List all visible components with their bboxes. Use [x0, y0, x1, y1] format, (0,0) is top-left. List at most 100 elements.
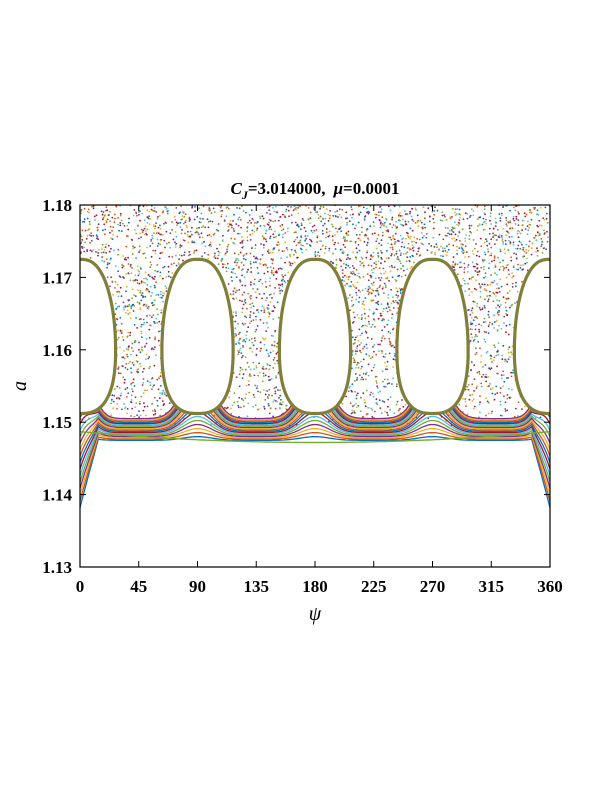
chaos-point — [386, 368, 389, 371]
chaos-point — [171, 256, 174, 258]
chaos-point — [116, 408, 118, 410]
chaos-point — [391, 216, 394, 219]
chaos-point — [252, 319, 255, 321]
chaos-point — [263, 307, 265, 309]
chaos-point — [276, 301, 279, 304]
chaos-point — [295, 208, 298, 211]
chaos-point — [134, 340, 137, 343]
chaos-point — [396, 383, 398, 386]
chaos-point — [329, 210, 331, 212]
chaos-point — [131, 407, 134, 410]
chaos-point — [482, 268, 485, 271]
chaos-point — [384, 368, 387, 371]
island-separatrix — [512, 257, 550, 416]
chaos-point — [387, 398, 389, 401]
chaos-point — [464, 240, 467, 243]
chaos-point — [266, 390, 268, 392]
chaos-point — [284, 261, 286, 264]
chaos-point — [236, 349, 239, 352]
chaos-point — [389, 332, 392, 334]
chaos-point — [485, 380, 487, 383]
chaos-point — [142, 378, 145, 380]
chaos-point — [121, 365, 124, 368]
chaos-point — [304, 235, 307, 237]
chaos-point — [356, 281, 359, 283]
chaos-point — [278, 243, 280, 246]
chaos-point — [289, 262, 292, 265]
chaos-point — [231, 226, 233, 229]
chaos-point — [399, 408, 401, 410]
chaos-point — [106, 209, 109, 212]
chaos-point — [333, 243, 336, 246]
chaos-point — [114, 287, 116, 289]
chaos-point — [136, 282, 139, 284]
chaos-point — [528, 245, 530, 248]
chaos-point — [252, 305, 255, 307]
chaos-point — [148, 336, 151, 339]
chaos-point — [521, 243, 523, 246]
chaos-point — [179, 221, 182, 224]
chaos-point — [344, 240, 346, 242]
chaos-point — [275, 386, 278, 389]
chaos-point — [229, 293, 232, 295]
chaos-point — [395, 280, 398, 282]
chaos-point — [402, 269, 405, 272]
chaos-point — [399, 292, 402, 294]
chaos-point — [146, 315, 148, 317]
chaos-point — [144, 389, 147, 392]
chaos-point — [244, 284, 247, 287]
chaos-point — [311, 225, 314, 228]
chaos-point — [357, 237, 360, 240]
chaos-point — [378, 277, 380, 279]
chaos-point — [392, 235, 394, 237]
chaos-point — [283, 250, 286, 252]
chaos-point — [503, 380, 506, 383]
chaos-point — [131, 390, 134, 393]
chaos-point — [142, 318, 145, 321]
chaos-point — [499, 261, 501, 264]
chaos-point — [156, 231, 159, 234]
chaos-point — [459, 266, 461, 269]
chaos-point — [359, 211, 362, 214]
chaos-point — [218, 252, 221, 254]
chaos-point — [93, 215, 96, 218]
chaos-point — [296, 256, 298, 259]
chaos-point — [204, 245, 207, 248]
chaos-point — [156, 378, 159, 381]
chaos-point — [148, 356, 151, 358]
chaos-point — [464, 400, 467, 403]
chaos-point — [250, 337, 253, 340]
chaos-point — [182, 239, 185, 242]
chaos-point — [468, 234, 471, 237]
chaos-point — [488, 233, 491, 235]
chaos-point — [389, 246, 392, 249]
chaos-point — [487, 332, 490, 335]
chaos-point — [351, 265, 354, 267]
chaos-point — [499, 387, 502, 389]
chaos-point — [116, 385, 119, 388]
x-tick-label: 0 — [76, 577, 85, 596]
chaos-point — [520, 264, 522, 267]
chaos-point — [435, 243, 438, 246]
chaos-point — [224, 253, 227, 256]
chaos-point — [343, 280, 346, 282]
chaos-point — [165, 242, 168, 245]
chaos-point — [161, 251, 163, 254]
chaos-point — [419, 253, 422, 256]
chaos-point — [432, 227, 435, 230]
chaos-point — [243, 276, 246, 278]
chaos-point — [419, 219, 422, 222]
chaos-point — [490, 252, 493, 255]
chaos-point — [201, 236, 204, 239]
chaos-point — [433, 245, 436, 248]
chaos-point — [481, 259, 484, 261]
chaos-point — [212, 233, 215, 236]
chaos-point — [255, 315, 257, 318]
chaos-point — [546, 221, 549, 224]
chaos-point — [293, 253, 295, 256]
chaos-point — [463, 262, 466, 265]
chaos-point — [119, 224, 122, 227]
chaos-point — [517, 224, 520, 227]
chaos-point — [460, 246, 463, 249]
chaos-point — [442, 238, 445, 241]
